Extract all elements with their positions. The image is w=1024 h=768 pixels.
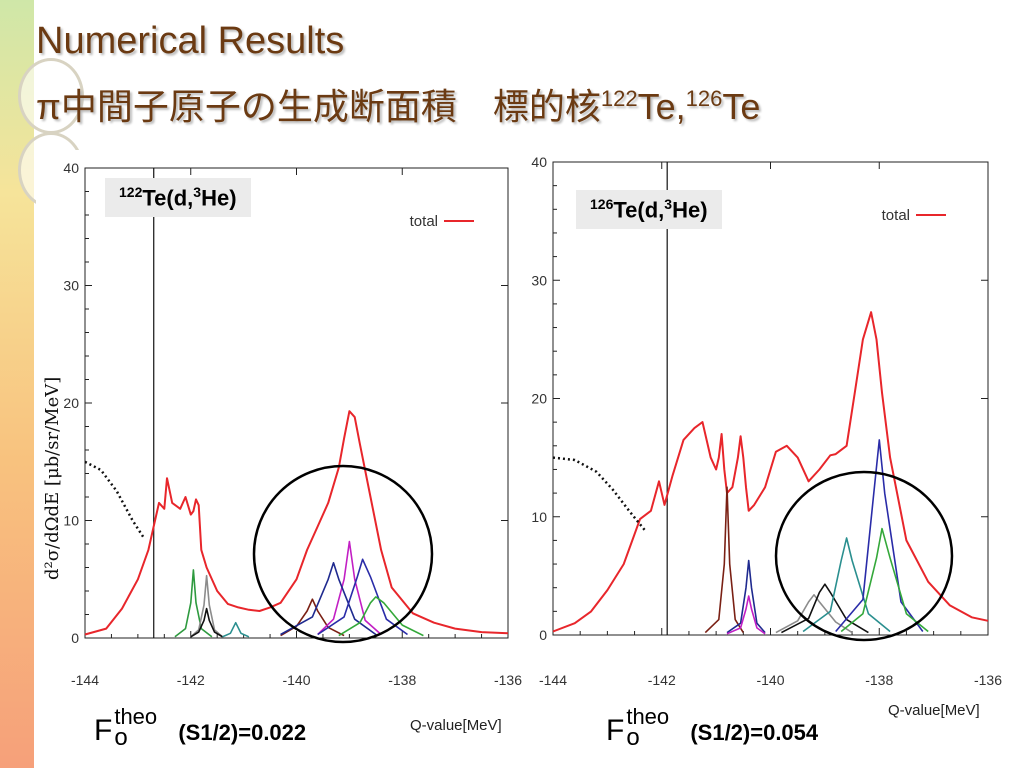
label-superscript: 122 — [119, 184, 143, 200]
x-tick-label: -138 — [388, 672, 416, 688]
result-value: (S1/2)=0.022 — [178, 720, 307, 745]
x-tick-label: -138 — [865, 672, 893, 688]
subtitle-text: Te — [722, 86, 761, 127]
series-component-peak — [835, 439, 924, 633]
legend-label: total — [882, 207, 910, 224]
series-component-peak — [726, 595, 766, 635]
result-superscript: theo — [114, 704, 158, 729]
x-tick-label: -144 — [539, 672, 567, 688]
series-dotted-background — [552, 456, 647, 532]
decorative-side-band — [0, 0, 34, 768]
chart-label-122te: 122Te(d,3He) — [105, 178, 251, 218]
y-tick-label: 40 — [531, 154, 547, 170]
label-superscript: 126 — [590, 196, 614, 212]
legend-label: total — [410, 213, 438, 230]
chart-122te: 0 10 20 30 40 -144 -142 -140 -138 -136 total Q-valu… — [63, 160, 522, 734]
series-total — [552, 311, 989, 633]
label-superscript: 3 — [193, 184, 202, 200]
result-symbol: F — [94, 714, 113, 747]
label-text: Te(d, — [613, 197, 665, 223]
y-tick-label: 30 — [63, 278, 79, 294]
x-tick-label: -144 — [71, 672, 99, 688]
subtitle-superscript: 122 — [600, 86, 638, 111]
result-superscript: theo — [626, 704, 670, 729]
label-superscript: 3 — [664, 196, 673, 212]
x-tick-label: -142 — [648, 672, 676, 688]
series-component-peak — [174, 569, 213, 638]
series-component-peak — [775, 593, 853, 634]
y-tick-label: 40 — [63, 160, 79, 176]
x-tick-label: -140 — [756, 672, 784, 688]
chart-126te: 0 10 20 30 40 -144 -142 -140 -138 -136 total Q-valu… — [531, 154, 1002, 719]
y-tick-label: 0 — [539, 627, 547, 643]
subtitle-superscript: 126 — [685, 86, 723, 111]
x-tick-label: -140 — [282, 672, 310, 688]
label-text: He) — [672, 197, 708, 223]
y-tick-label: 10 — [531, 509, 547, 525]
subtitle-text: Te, — [637, 86, 686, 127]
series-component-peak — [190, 607, 223, 638]
result-symbol: F — [606, 714, 625, 747]
series-component-peak — [726, 559, 766, 634]
plot-frame — [552, 161, 989, 636]
x-tick-label: -136 — [974, 672, 1002, 688]
series-component-peak — [338, 596, 424, 637]
slide-subtitle: π中間子原子の生成断面積 標的核122Te,126Te — [36, 78, 760, 130]
y-tick-label: 20 — [531, 391, 547, 407]
subtitle-text: π中間子原子の生成断面積 標的核 — [36, 86, 601, 127]
result-value: (S1/2)=0.054 — [690, 720, 819, 745]
x-tick-label: -136 — [494, 672, 522, 688]
content-area — [36, 150, 1024, 768]
x-tick-label: -142 — [177, 672, 205, 688]
series-dotted-background — [84, 460, 145, 538]
highlight-circle — [774, 470, 954, 642]
series-total — [84, 410, 509, 636]
series-component-peak — [190, 574, 224, 638]
y-axis-title: d²σ/dΩdE [μb/sr/MeV] — [42, 377, 63, 580]
y-axis-label: d²σ/dΩdE [μb/sr/MeV] — [42, 377, 63, 580]
series-component-peak — [317, 540, 382, 636]
plot-frame — [84, 167, 509, 639]
series-component-peak — [704, 486, 744, 634]
result-subscript: o — [114, 724, 128, 751]
label-text: He) — [201, 185, 237, 211]
y-tick-label: 10 — [63, 513, 79, 529]
result-subscript: o — [626, 724, 640, 751]
y-tick-label: 30 — [531, 272, 547, 288]
series-component-peak — [317, 558, 408, 636]
series-component-peak — [840, 527, 929, 633]
series-component-peak — [802, 537, 891, 633]
x-axis-title: Q-value[MeV] — [888, 702, 980, 719]
series-component-peak — [280, 561, 377, 636]
chart-label-126te: 126Te(d,3He) — [576, 190, 722, 230]
x-axis-title: Q-value[MeV] — [410, 717, 502, 734]
decorative-circle — [18, 58, 84, 134]
y-tick-label: 20 — [63, 395, 79, 411]
y-tick-label: 0 — [71, 630, 79, 646]
series-component-peak — [222, 621, 250, 638]
label-text: Te(d, — [142, 185, 194, 211]
highlight-circle — [252, 464, 434, 644]
slide-title: Numerical Results — [36, 20, 345, 62]
